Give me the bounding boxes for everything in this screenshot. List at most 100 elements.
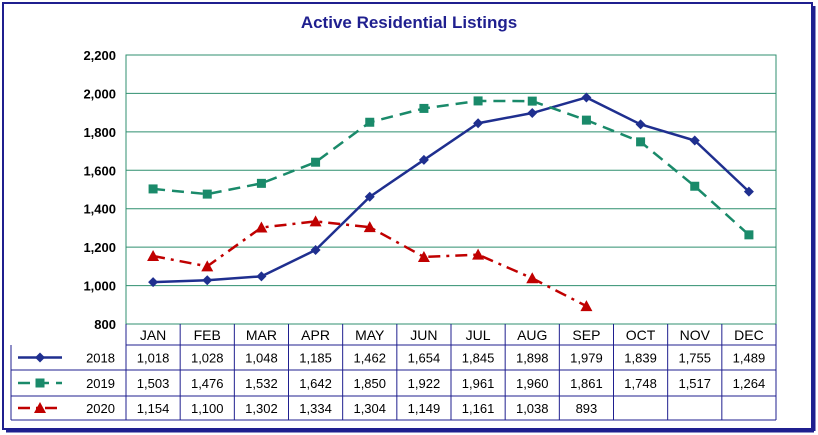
data-point: [202, 189, 212, 199]
chart-title: Active Residential Listings: [301, 13, 517, 32]
data-label: 1,922: [408, 376, 441, 391]
data-label: 1,654: [408, 351, 441, 366]
x-tick-label: APR: [301, 327, 330, 343]
series-line: [153, 96, 750, 284]
y-tick-label: 800: [94, 317, 116, 332]
data-point: [310, 245, 321, 256]
data-label: 1,850: [353, 376, 386, 391]
data-label: 1,161: [462, 401, 495, 416]
y-tick-label: 2,000: [83, 86, 116, 101]
data-point: [363, 221, 376, 233]
series-2018: [148, 92, 754, 288]
data-point: [581, 115, 591, 125]
x-tick-label: JAN: [140, 327, 166, 343]
data-point: [148, 277, 159, 288]
data-point: [147, 249, 160, 261]
data-point: [636, 137, 646, 147]
data-label: 1,898: [516, 351, 549, 366]
x-tick-label: JUL: [466, 327, 491, 343]
y-tick-label: 1,800: [83, 125, 116, 140]
data-point: [527, 96, 537, 106]
data-point: [309, 215, 322, 227]
plot-area: [125, 54, 777, 325]
legend-key: [18, 352, 62, 363]
x-tick-label: AUG: [517, 327, 547, 343]
legend-key: [18, 378, 62, 388]
data-label: 1,334: [299, 401, 332, 416]
data-point: [311, 157, 321, 167]
data-point: [635, 119, 646, 130]
data-point: [202, 275, 213, 286]
data-label: 1,304: [353, 401, 386, 416]
data-label: 1,149: [408, 401, 441, 416]
data-label: 893: [576, 401, 598, 416]
data-label: 1,018: [137, 351, 170, 366]
data-point: [365, 117, 375, 127]
data-point: [417, 250, 430, 262]
series-line: [152, 99, 750, 236]
data-point: [744, 230, 754, 240]
data-point: [364, 191, 375, 202]
data-point: [581, 92, 592, 103]
data-point: [418, 154, 429, 165]
y-tick-label: 2,200: [83, 48, 116, 63]
data-label: 1,642: [299, 376, 332, 391]
data-label: 1,503: [137, 376, 170, 391]
data-label: 1,845: [462, 351, 495, 366]
data-label: 1,048: [245, 351, 278, 366]
data-point: [580, 300, 593, 312]
data-label: 1,476: [191, 376, 224, 391]
x-tick-label: MAR: [246, 327, 277, 343]
y-tick-label: 1,200: [83, 240, 116, 255]
data-point: [473, 96, 483, 106]
data-label: 1,839: [624, 351, 657, 366]
data-point: [419, 103, 429, 113]
data-label: 1,462: [353, 351, 386, 366]
data-label: 1,961: [462, 376, 495, 391]
data-label: 1,100: [191, 401, 224, 416]
data-point: [35, 378, 45, 388]
data-point: [256, 178, 266, 188]
y-tick-label: 1,000: [83, 279, 116, 294]
x-tick-label: FEB: [194, 327, 221, 343]
data-point: [743, 186, 754, 197]
data-point: [255, 221, 268, 233]
data-label: 1,979: [570, 351, 603, 366]
x-tick-label: DEC: [734, 327, 764, 343]
data-label: 1,028: [191, 351, 224, 366]
legend-label: 2020: [86, 401, 115, 416]
data-point: [201, 260, 214, 272]
data-label: 1,302: [245, 401, 278, 416]
data-label: 1,154: [137, 401, 170, 416]
data-point: [148, 184, 158, 194]
data-point: [472, 248, 485, 260]
x-tick-label: JUN: [410, 327, 437, 343]
series-2019: [148, 96, 754, 240]
data-label: 1,517: [678, 376, 711, 391]
data-label: 1,185: [299, 351, 332, 366]
legend-label: 2019: [86, 376, 115, 391]
data-point: [35, 352, 45, 363]
data-point: [526, 272, 539, 284]
y-tick-label: 1,400: [83, 202, 116, 217]
x-tick-label: OCT: [626, 327, 656, 343]
x-tick-label: MAY: [355, 327, 385, 343]
legend-key: [18, 402, 62, 413]
data-point: [689, 135, 700, 146]
y-tick-label: 1,600: [83, 163, 116, 178]
data-point: [690, 181, 700, 191]
data-point: [256, 271, 267, 282]
data-label: 1,532: [245, 376, 278, 391]
data-label: 1,489: [733, 351, 766, 366]
data-point: [34, 402, 46, 413]
series-line: [152, 220, 587, 308]
data-point: [527, 108, 538, 119]
data-point: [473, 118, 484, 129]
series-2020: [147, 215, 593, 312]
data-label: 1,861: [570, 376, 603, 391]
data-label: 1,038: [516, 401, 549, 416]
data-label: 1,960: [516, 376, 549, 391]
x-tick-label: SEP: [572, 327, 600, 343]
